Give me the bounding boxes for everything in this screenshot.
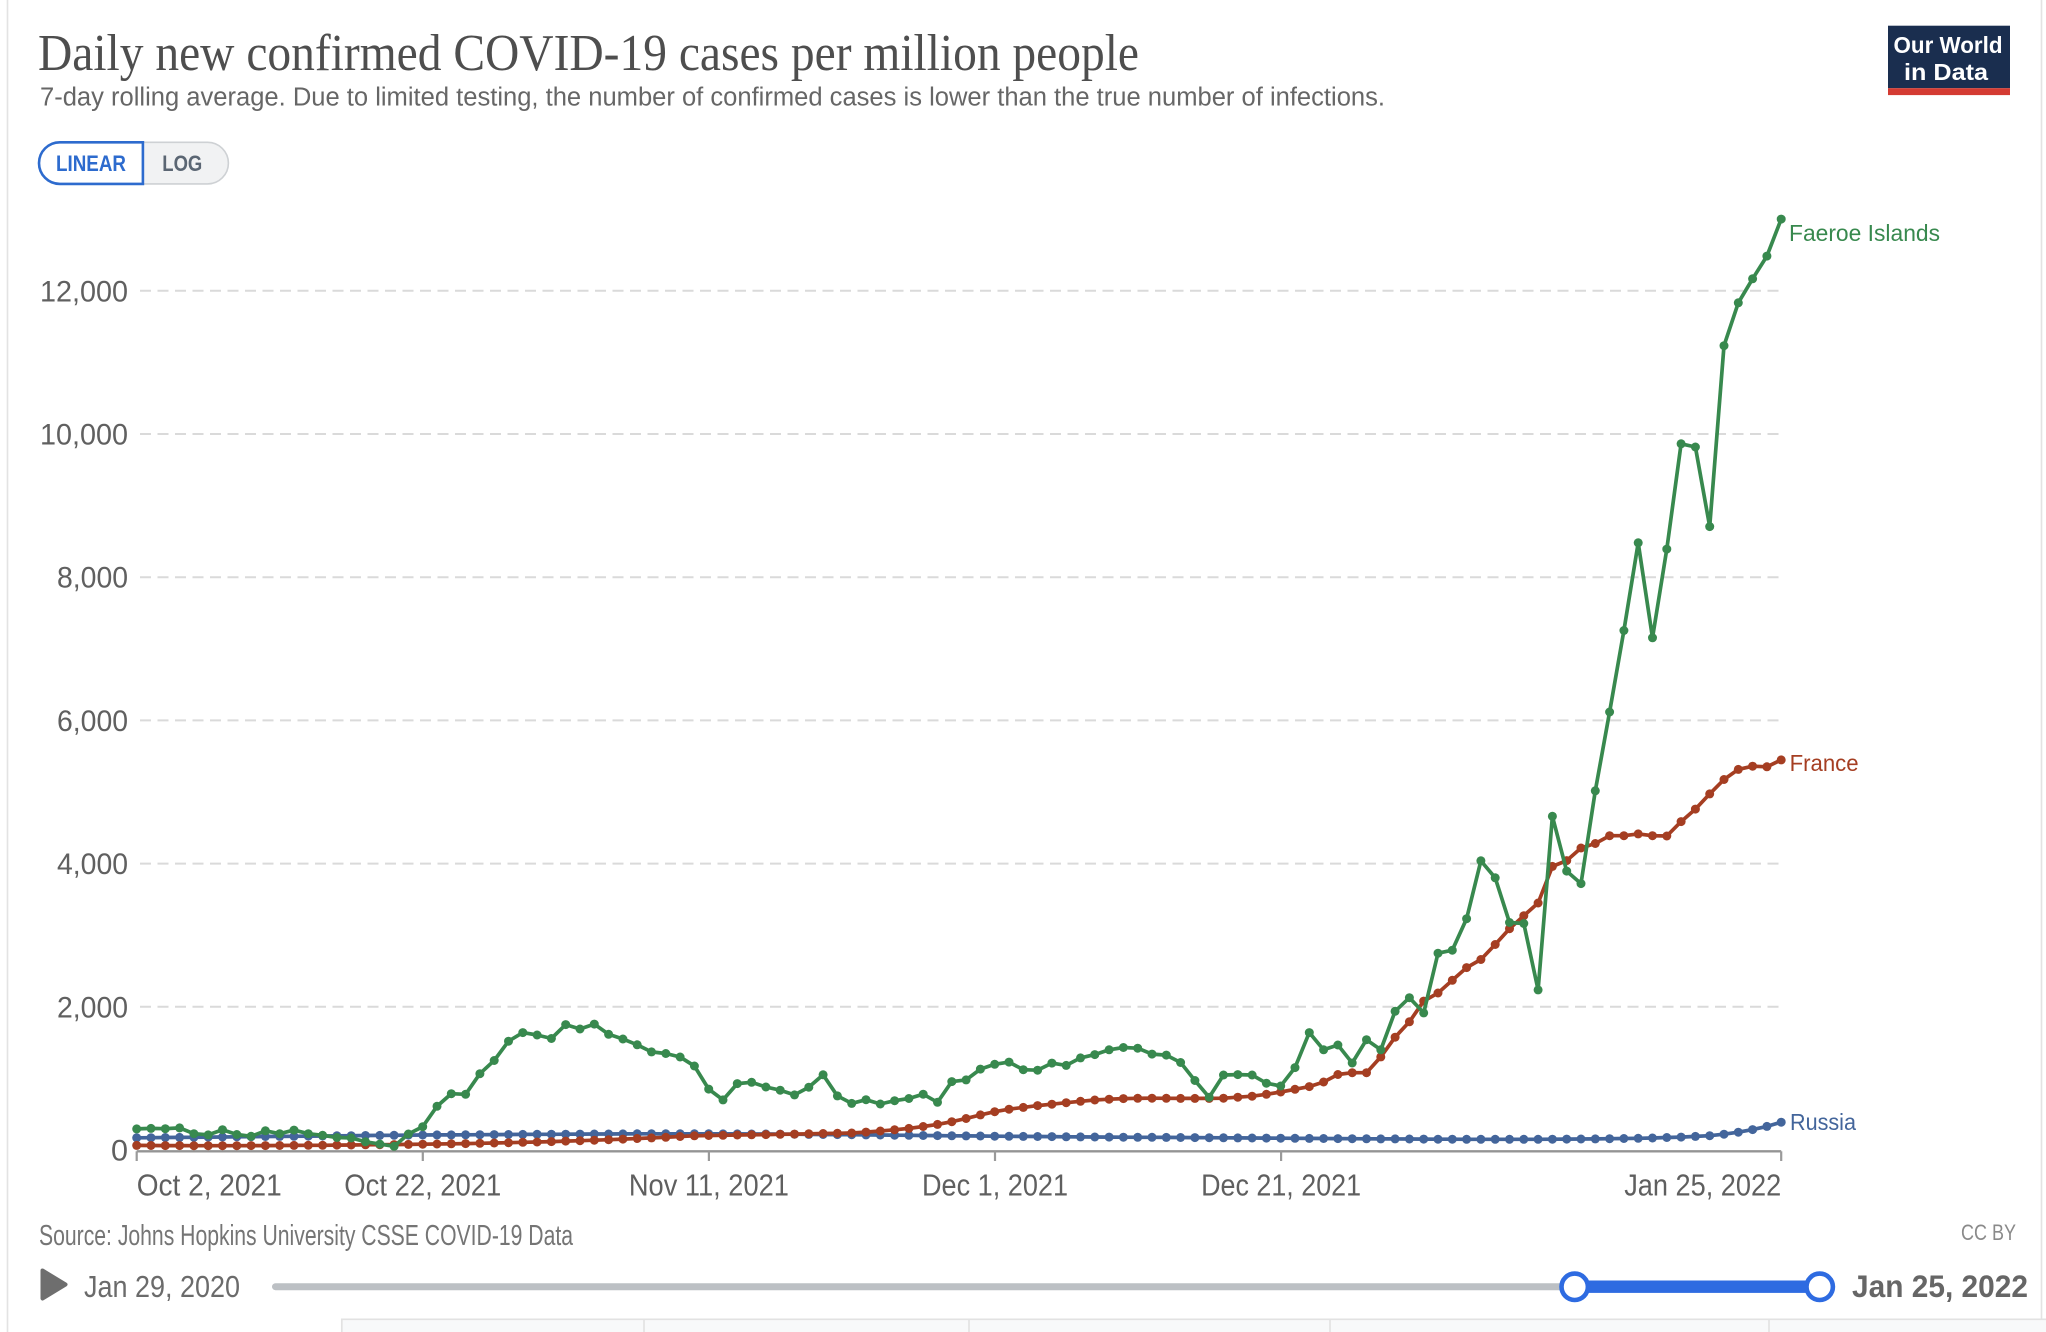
svg-text:LINEAR: LINEAR <box>56 151 126 176</box>
svg-text:Jan 29, 2020: Jan 29, 2020 <box>84 1269 240 1304</box>
svg-text:Our World: Our World <box>1894 32 2003 58</box>
svg-text:Jan 25, 2022: Jan 25, 2022 <box>1624 1168 1781 1203</box>
svg-text:8,000: 8,000 <box>57 562 128 595</box>
svg-text:CC BY: CC BY <box>1961 1220 2016 1245</box>
svg-text:10,000: 10,000 <box>40 419 128 452</box>
svg-text:0: 0 <box>111 1135 128 1168</box>
svg-text:Daily new confirmed COVID-19 c: Daily new confirmed COVID-19 cases per m… <box>38 25 1139 82</box>
svg-text:Oct 22, 2021: Oct 22, 2021 <box>344 1168 501 1203</box>
svg-text:Dec 1, 2021: Dec 1, 2021 <box>922 1168 1068 1203</box>
svg-text:Dec 21, 2021: Dec 21, 2021 <box>1201 1168 1361 1203</box>
svg-text:7-day rolling average. Due to: 7-day rolling average. Due to limited te… <box>40 82 1385 112</box>
svg-text:Source: Johns Hopkins Universi: Source: Johns Hopkins University CSSE CO… <box>39 1220 574 1252</box>
svg-text:in Data: in Data <box>1904 59 1989 85</box>
svg-text:Faeroe Islands: Faeroe Islands <box>1789 220 1940 246</box>
svg-text:France: France <box>1790 750 1859 776</box>
svg-text:4,000: 4,000 <box>57 848 128 881</box>
svg-text:12,000: 12,000 <box>40 275 128 308</box>
svg-text:Oct 2, 2021: Oct 2, 2021 <box>137 1168 282 1203</box>
svg-text:Russia: Russia <box>1790 1109 1857 1135</box>
svg-text:Jan 25, 2022: Jan 25, 2022 <box>1852 1268 2028 1304</box>
svg-text:Nov 11, 2021: Nov 11, 2021 <box>629 1168 789 1203</box>
svg-text:LOG: LOG <box>162 151 202 176</box>
svg-text:6,000: 6,000 <box>57 705 128 738</box>
svg-text:2,000: 2,000 <box>57 991 128 1024</box>
